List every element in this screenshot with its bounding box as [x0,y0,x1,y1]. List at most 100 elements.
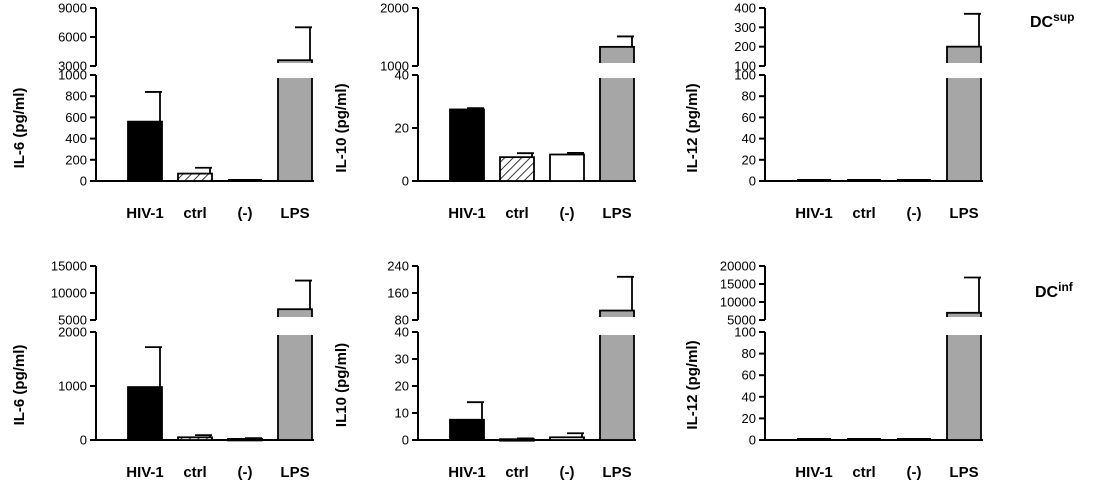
category-label: LPS [280,464,309,481]
category-label: LPS [280,205,309,222]
y-tick-label: 20 [395,379,409,394]
y-tick-label: 400 [65,131,87,146]
category-label: (-) [907,205,922,222]
y-tick-label: 0 [402,174,409,189]
y-tick-label: 20 [395,121,409,136]
bar-lower-LPS [599,331,635,441]
y-axis-label: IL-12 (pg/ml) [684,340,701,429]
category-label: LPS [602,205,631,222]
y-tick-label: 10000 [720,295,756,310]
y-tick-label: 800 [65,89,87,104]
y-tick-label: 2000 [380,1,409,16]
y-tick-label: 3000 [58,59,87,74]
y-tick-label: 100 [734,59,756,74]
category-label: (-) [560,205,575,222]
y-axis-label: IL-12 (pg/ml) [684,83,701,172]
y-tick-label: 100 [734,325,756,340]
y-tick-label: 40 [395,68,409,83]
y-tick-label: 5000 [58,313,87,328]
y-tick-label: 40 [395,325,409,340]
y-tick-label: 60 [742,368,756,383]
bar-lower-LPS [277,331,313,441]
category-label: HIV-1 [126,464,164,481]
bar-HIV-1 [127,386,163,441]
bar-(-) [549,153,585,182]
y-tick-label: 100 [734,68,756,83]
axis-break [276,317,314,335]
bar-lower-LPS [946,331,982,441]
category-label: (-) [560,464,575,481]
category-label: ctrl [852,464,875,481]
category-label: (-) [238,464,253,481]
y-tick-label: 40 [742,131,756,146]
y-tick-label: 9000 [58,1,87,16]
row-label-inf: DCinf [1035,280,1074,301]
y-tick-label: 80 [742,346,756,361]
y-tick-label: 10000 [51,286,87,301]
row-label-sup: DCsup [1030,10,1074,31]
y-tick-label: 200 [65,152,87,167]
y-tick-label: 15000 [720,277,756,292]
y-tick-label: 0 [749,174,756,189]
category-label: ctrl [852,205,875,222]
bar-ctrl [177,436,213,441]
y-tick-label: 0 [749,433,756,448]
y-tick-label: 300 [734,20,756,35]
y-tick-label: 0 [80,433,87,448]
y-tick-label: 30 [395,352,409,367]
y-tick-label: 240 [387,259,409,274]
y-axis-label: IL-6 (pg/ml) [11,88,28,169]
category-label: LPS [949,205,978,222]
y-tick-label: 5000 [727,313,756,328]
y-tick-label: 20 [742,152,756,167]
category-label: ctrl [505,464,528,481]
bar-ctrl [499,156,535,182]
bar-HIV-1 [449,108,485,182]
category-label: ctrl [183,464,206,481]
y-axis-label: IL-10 (pg/ml) [333,83,350,172]
bar-ctrl [177,172,213,182]
axis-break [945,317,983,335]
axis-break [945,63,983,78]
y-tick-label: 80 [742,89,756,104]
y-tick-label: 160 [387,286,409,301]
axis-break [598,63,636,78]
axis-break [598,317,636,335]
y-tick-label: 0 [80,174,87,189]
category-label: HIV-1 [448,205,486,222]
category-label: (-) [238,205,253,222]
category-label: HIV-1 [448,464,486,481]
category-label: LPS [602,464,631,481]
bar-(-) [549,436,585,441]
y-tick-label: 10 [395,406,409,421]
y-tick-label: 20000 [720,259,756,274]
category-label: HIV-1 [126,205,164,222]
y-tick-label: 80 [395,313,409,328]
bar-lower-LPS [599,74,635,182]
y-tick-label: 400 [734,1,756,16]
y-tick-label: 60 [742,110,756,125]
category-label: HIV-1 [795,464,833,481]
category-label: (-) [907,464,922,481]
bar-HIV-1 [449,418,485,441]
y-tick-label: 20 [742,411,756,426]
y-tick-label: 2000 [58,325,87,340]
y-tick-label: 1000 [58,68,87,83]
axis-break [276,63,314,78]
y-tick-label: 6000 [58,30,87,45]
y-axis-label: IL10 (pg/ml) [333,343,350,427]
y-tick-label: 0 [402,433,409,448]
y-axis-label: IL-6 (pg/ml) [11,345,28,426]
category-label: ctrl [183,205,206,222]
y-tick-label: 1000 [58,379,87,394]
bar-HIV-1 [127,120,163,182]
category-label: LPS [949,464,978,481]
bar-(-) [227,438,263,442]
category-label: HIV-1 [795,205,833,222]
